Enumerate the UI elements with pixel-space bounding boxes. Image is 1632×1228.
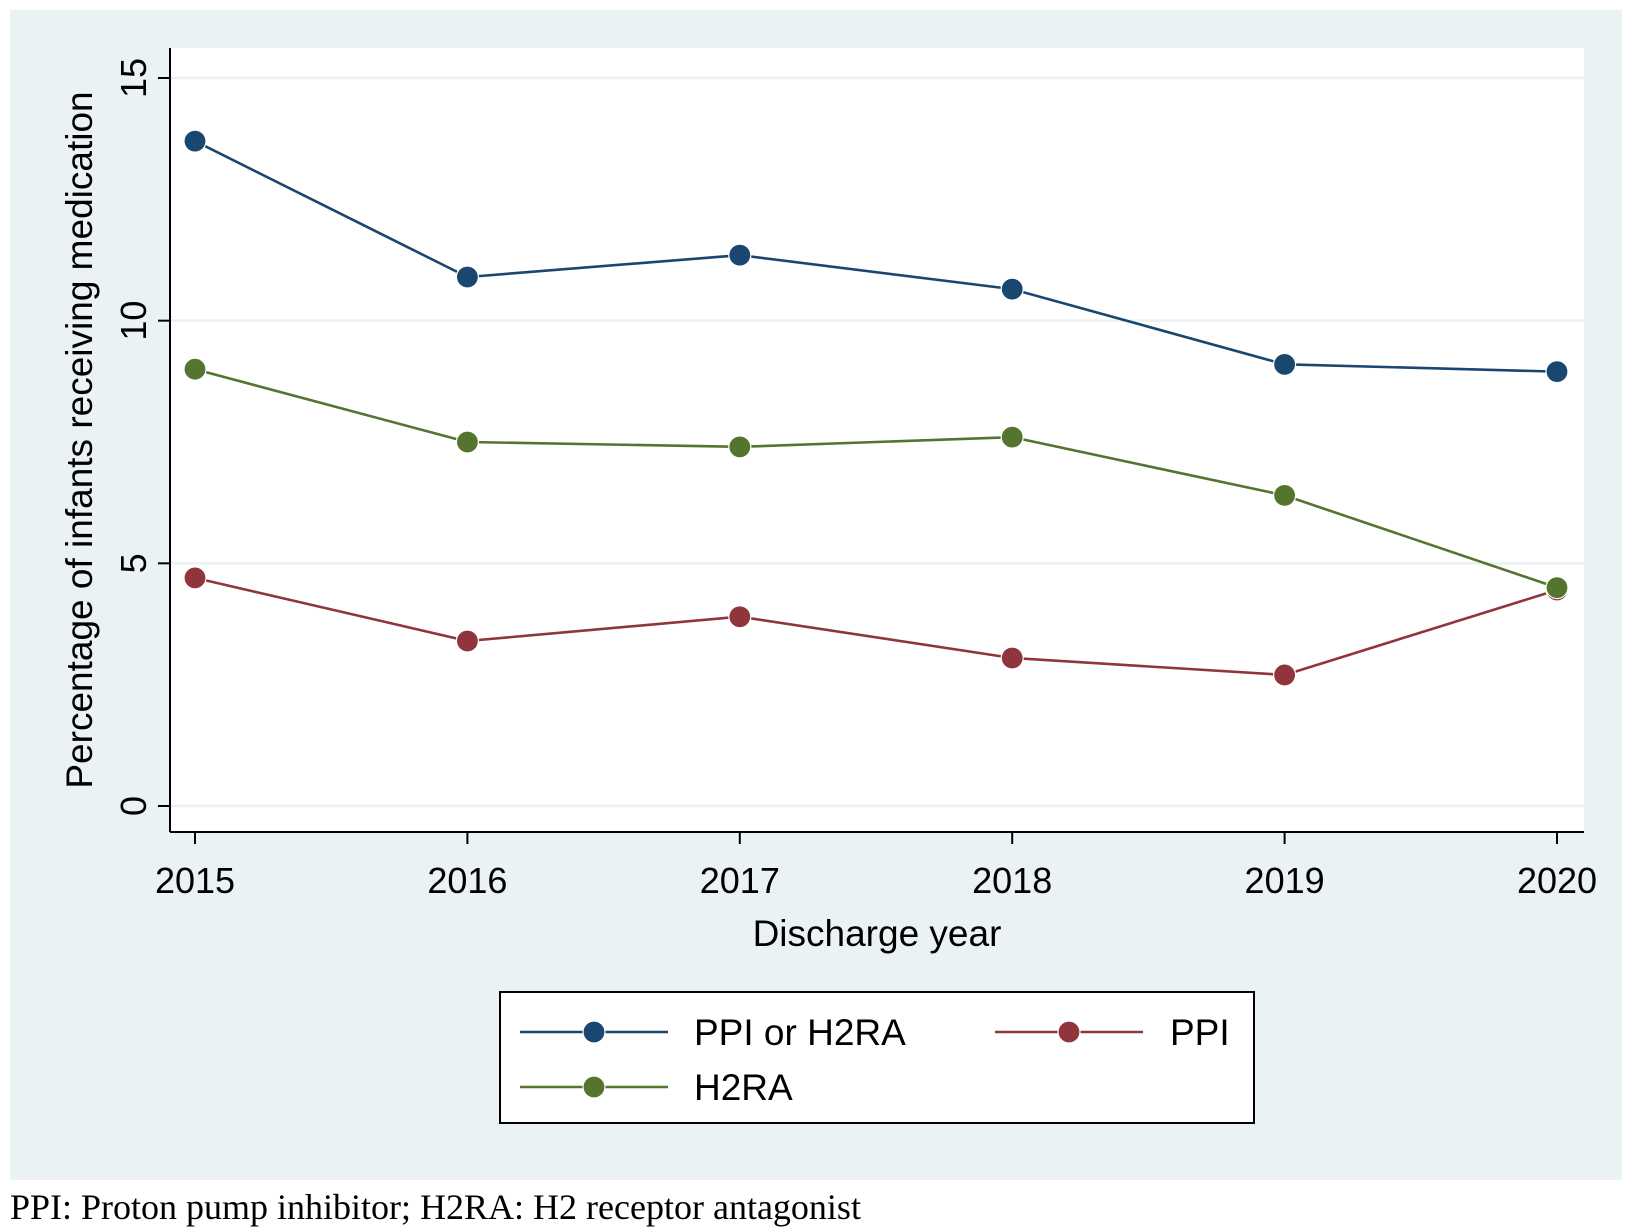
data-point-ppi-or-h2ra (728, 243, 752, 267)
ticks: 0 5 10 15 2015 2016 2017 2018 2019 2020 (113, 58, 1597, 901)
data-point-h2ra (455, 430, 479, 454)
series-ppi-or-h2ra (183, 129, 1569, 384)
series-line-ppi (194, 576, 1558, 677)
series-line-ppi-or-h2ra (194, 139, 1558, 373)
y-tick-label: 15 (113, 58, 154, 98)
data-point-ppi-or-h2ra (183, 129, 207, 153)
legend-box (499, 991, 1255, 1124)
legend-marker (1057, 1020, 1081, 1044)
data-point-ppi-or-h2ra (1272, 352, 1297, 376)
x-tick-label: 2015 (155, 860, 235, 901)
x-tick-label: 2018 (972, 860, 1052, 901)
data-point-ppi (1272, 663, 1297, 687)
legend-marker (582, 1075, 606, 1099)
data-point-h2ra (183, 357, 207, 381)
series (183, 129, 1569, 687)
y-tick-label: 0 (113, 796, 154, 816)
x-tick-label: 2016 (427, 860, 507, 901)
data-point-ppi (183, 566, 207, 590)
legend-items: PPI or H2RA PPI H2RA (520, 1012, 1230, 1108)
data-point-ppi-or-h2ra (1000, 277, 1024, 301)
y-tick-label: 5 (113, 553, 154, 573)
data-point-h2ra (1545, 575, 1569, 600)
legend-label: H2RA (694, 1067, 793, 1108)
series-line-h2ra (194, 367, 1558, 589)
data-point-ppi (1000, 646, 1024, 670)
series-h2ra (183, 357, 1569, 600)
data-point-ppi-or-h2ra (455, 265, 479, 289)
y-axis-title: Percentage of infants receiving medicati… (59, 91, 100, 788)
data-point-ppi (728, 605, 752, 629)
axes (169, 48, 1584, 833)
data-point-h2ra (1272, 483, 1297, 507)
data-point-h2ra (728, 435, 752, 459)
legend-item-ppi-or-h2ra: PPI or H2RA (520, 1012, 906, 1053)
data-point-ppi-or-h2ra (1545, 360, 1569, 384)
legend-marker (582, 1020, 606, 1044)
legend-item-h2ra: H2RA (520, 1067, 793, 1108)
legend: PPI or H2RA PPI H2RA (499, 991, 1255, 1124)
legend-label: PPI or H2RA (694, 1012, 906, 1053)
y-tick-label: 10 (113, 301, 154, 341)
legend-label: PPI (1170, 1012, 1230, 1053)
gridlines (171, 76, 1584, 808)
plot-area (170, 48, 1584, 832)
data-point-h2ra (1000, 425, 1024, 449)
x-tick-label: 2017 (700, 860, 780, 901)
figure-caption: PPI: Proton pump inhibitor; H2RA: H2 rec… (10, 1187, 861, 1227)
legend-item-ppi: PPI (995, 1012, 1230, 1053)
x-tick-label: 2019 (1245, 860, 1325, 901)
data-point-ppi (455, 629, 479, 653)
x-tick-label: 2020 (1517, 860, 1597, 901)
x-axis-title: Discharge year (753, 913, 1002, 954)
